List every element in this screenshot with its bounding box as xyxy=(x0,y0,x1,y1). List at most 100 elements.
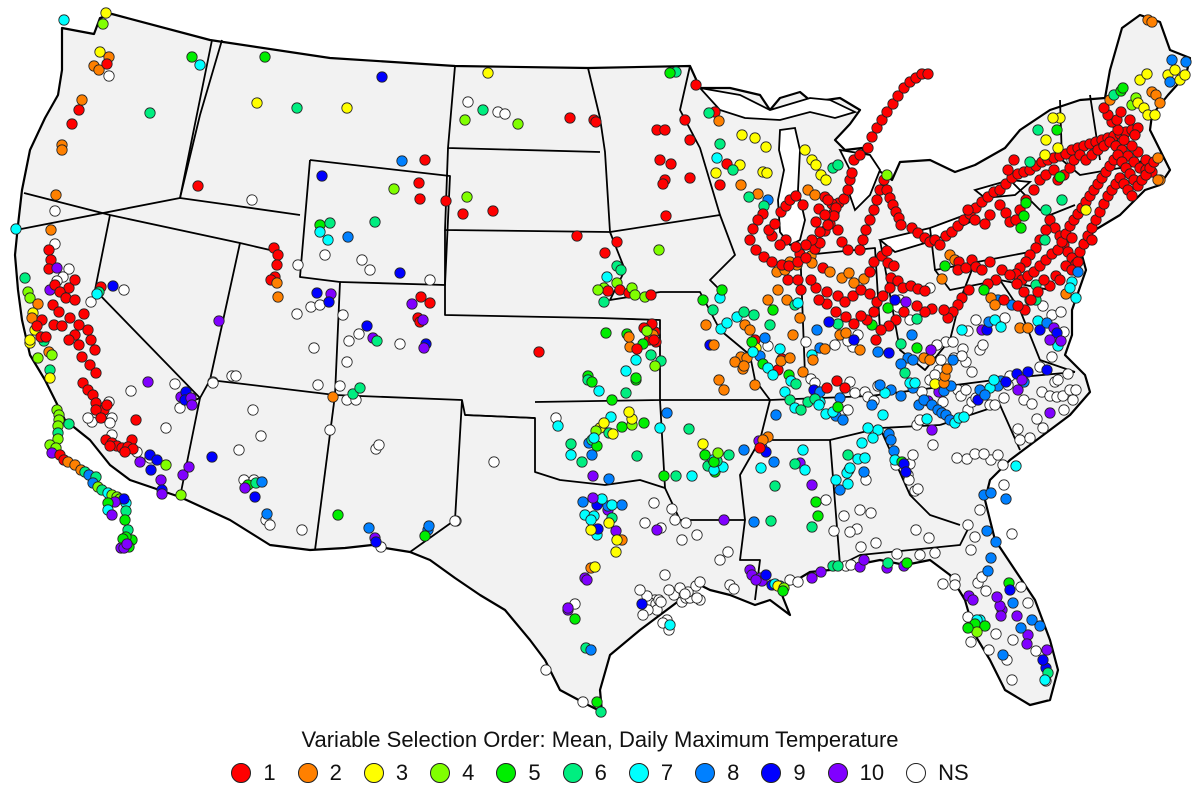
station-point xyxy=(997,649,1009,661)
station-point xyxy=(90,367,102,379)
station-point xyxy=(837,414,849,426)
station-point xyxy=(1040,134,1052,146)
station-point xyxy=(169,378,181,390)
station-point xyxy=(977,339,989,351)
station-point xyxy=(459,114,471,126)
station-point xyxy=(342,231,354,243)
station-point xyxy=(910,524,922,536)
station-point xyxy=(659,124,671,136)
station-point xyxy=(784,352,796,364)
station-point xyxy=(838,510,850,522)
station-point xyxy=(576,456,588,468)
station-point xyxy=(782,274,794,286)
station-point xyxy=(1067,394,1079,406)
legend-label: 3 xyxy=(395,760,409,785)
legend-item-3: 3 xyxy=(363,760,409,786)
station-point xyxy=(512,118,524,130)
station-point xyxy=(1039,149,1051,161)
station-point xyxy=(828,525,840,537)
legend-swatch-10-icon xyxy=(827,763,848,783)
station-point xyxy=(104,417,116,429)
station-point xyxy=(1037,654,1049,666)
station-point xyxy=(738,444,750,456)
station-point xyxy=(1007,634,1019,646)
legend-item-7: 7 xyxy=(628,760,673,786)
station-point xyxy=(1117,82,1129,94)
station-point xyxy=(591,696,603,708)
station-point xyxy=(758,251,770,263)
station-point xyxy=(864,288,876,300)
station-point xyxy=(449,515,461,527)
station-point xyxy=(341,356,353,368)
station-point xyxy=(73,319,85,331)
station-point xyxy=(664,67,676,79)
station-point xyxy=(91,288,103,300)
station-point xyxy=(962,519,974,531)
station-point xyxy=(800,239,812,251)
station-point xyxy=(174,402,186,414)
station-point xyxy=(958,411,970,423)
station-point xyxy=(824,266,836,278)
station-point xyxy=(924,354,936,366)
station-point xyxy=(842,478,854,490)
station-point xyxy=(974,504,986,516)
station-point xyxy=(636,598,648,610)
station-point xyxy=(630,372,642,384)
station-point xyxy=(935,354,947,366)
station-point xyxy=(271,277,283,289)
legend-item-9: 9 xyxy=(761,760,806,786)
station-point xyxy=(911,342,923,354)
station-point xyxy=(56,320,68,332)
station-point xyxy=(867,432,879,444)
station-point xyxy=(63,263,75,275)
station-point xyxy=(846,167,858,179)
station-point xyxy=(588,432,600,444)
station-point xyxy=(998,392,1010,404)
station-point xyxy=(207,377,219,389)
station-point xyxy=(69,294,81,306)
station-point xyxy=(744,234,756,246)
station-point xyxy=(1047,112,1059,124)
station-point xyxy=(799,464,811,476)
station-point xyxy=(676,534,688,546)
station-point xyxy=(414,193,426,205)
station-point xyxy=(1154,97,1166,109)
station-point xyxy=(978,284,990,296)
station-point xyxy=(832,560,844,572)
station-point xyxy=(998,294,1010,306)
station-point xyxy=(1126,190,1138,202)
station-point xyxy=(183,461,195,473)
station-point xyxy=(1058,404,1070,416)
station-point xyxy=(1022,597,1034,609)
station-point xyxy=(600,327,612,339)
station-point xyxy=(887,98,899,110)
station-point xyxy=(156,488,168,500)
station-point xyxy=(256,476,268,488)
station-point xyxy=(1014,434,1026,446)
station-point xyxy=(1025,294,1037,306)
station-point xyxy=(690,79,702,91)
station-point xyxy=(45,224,57,236)
station-point xyxy=(965,636,977,648)
station-point xyxy=(792,576,804,588)
station-point xyxy=(533,346,545,358)
station-point xyxy=(844,526,856,538)
station-point xyxy=(679,588,691,600)
station-point xyxy=(394,338,406,350)
station-point xyxy=(1054,171,1066,183)
station-point xyxy=(868,256,880,268)
station-point xyxy=(697,294,709,306)
station-point xyxy=(58,14,70,26)
station-point xyxy=(1126,140,1138,152)
legend-label: NS xyxy=(938,760,969,785)
station-point xyxy=(1039,674,1051,686)
station-point xyxy=(979,389,991,401)
station-point xyxy=(764,319,776,331)
station-point xyxy=(807,354,819,366)
station-point xyxy=(641,325,653,337)
station-point xyxy=(848,318,860,330)
station-point xyxy=(417,314,429,326)
station-point xyxy=(73,339,85,351)
station-point xyxy=(871,122,883,134)
station-point xyxy=(97,18,109,30)
